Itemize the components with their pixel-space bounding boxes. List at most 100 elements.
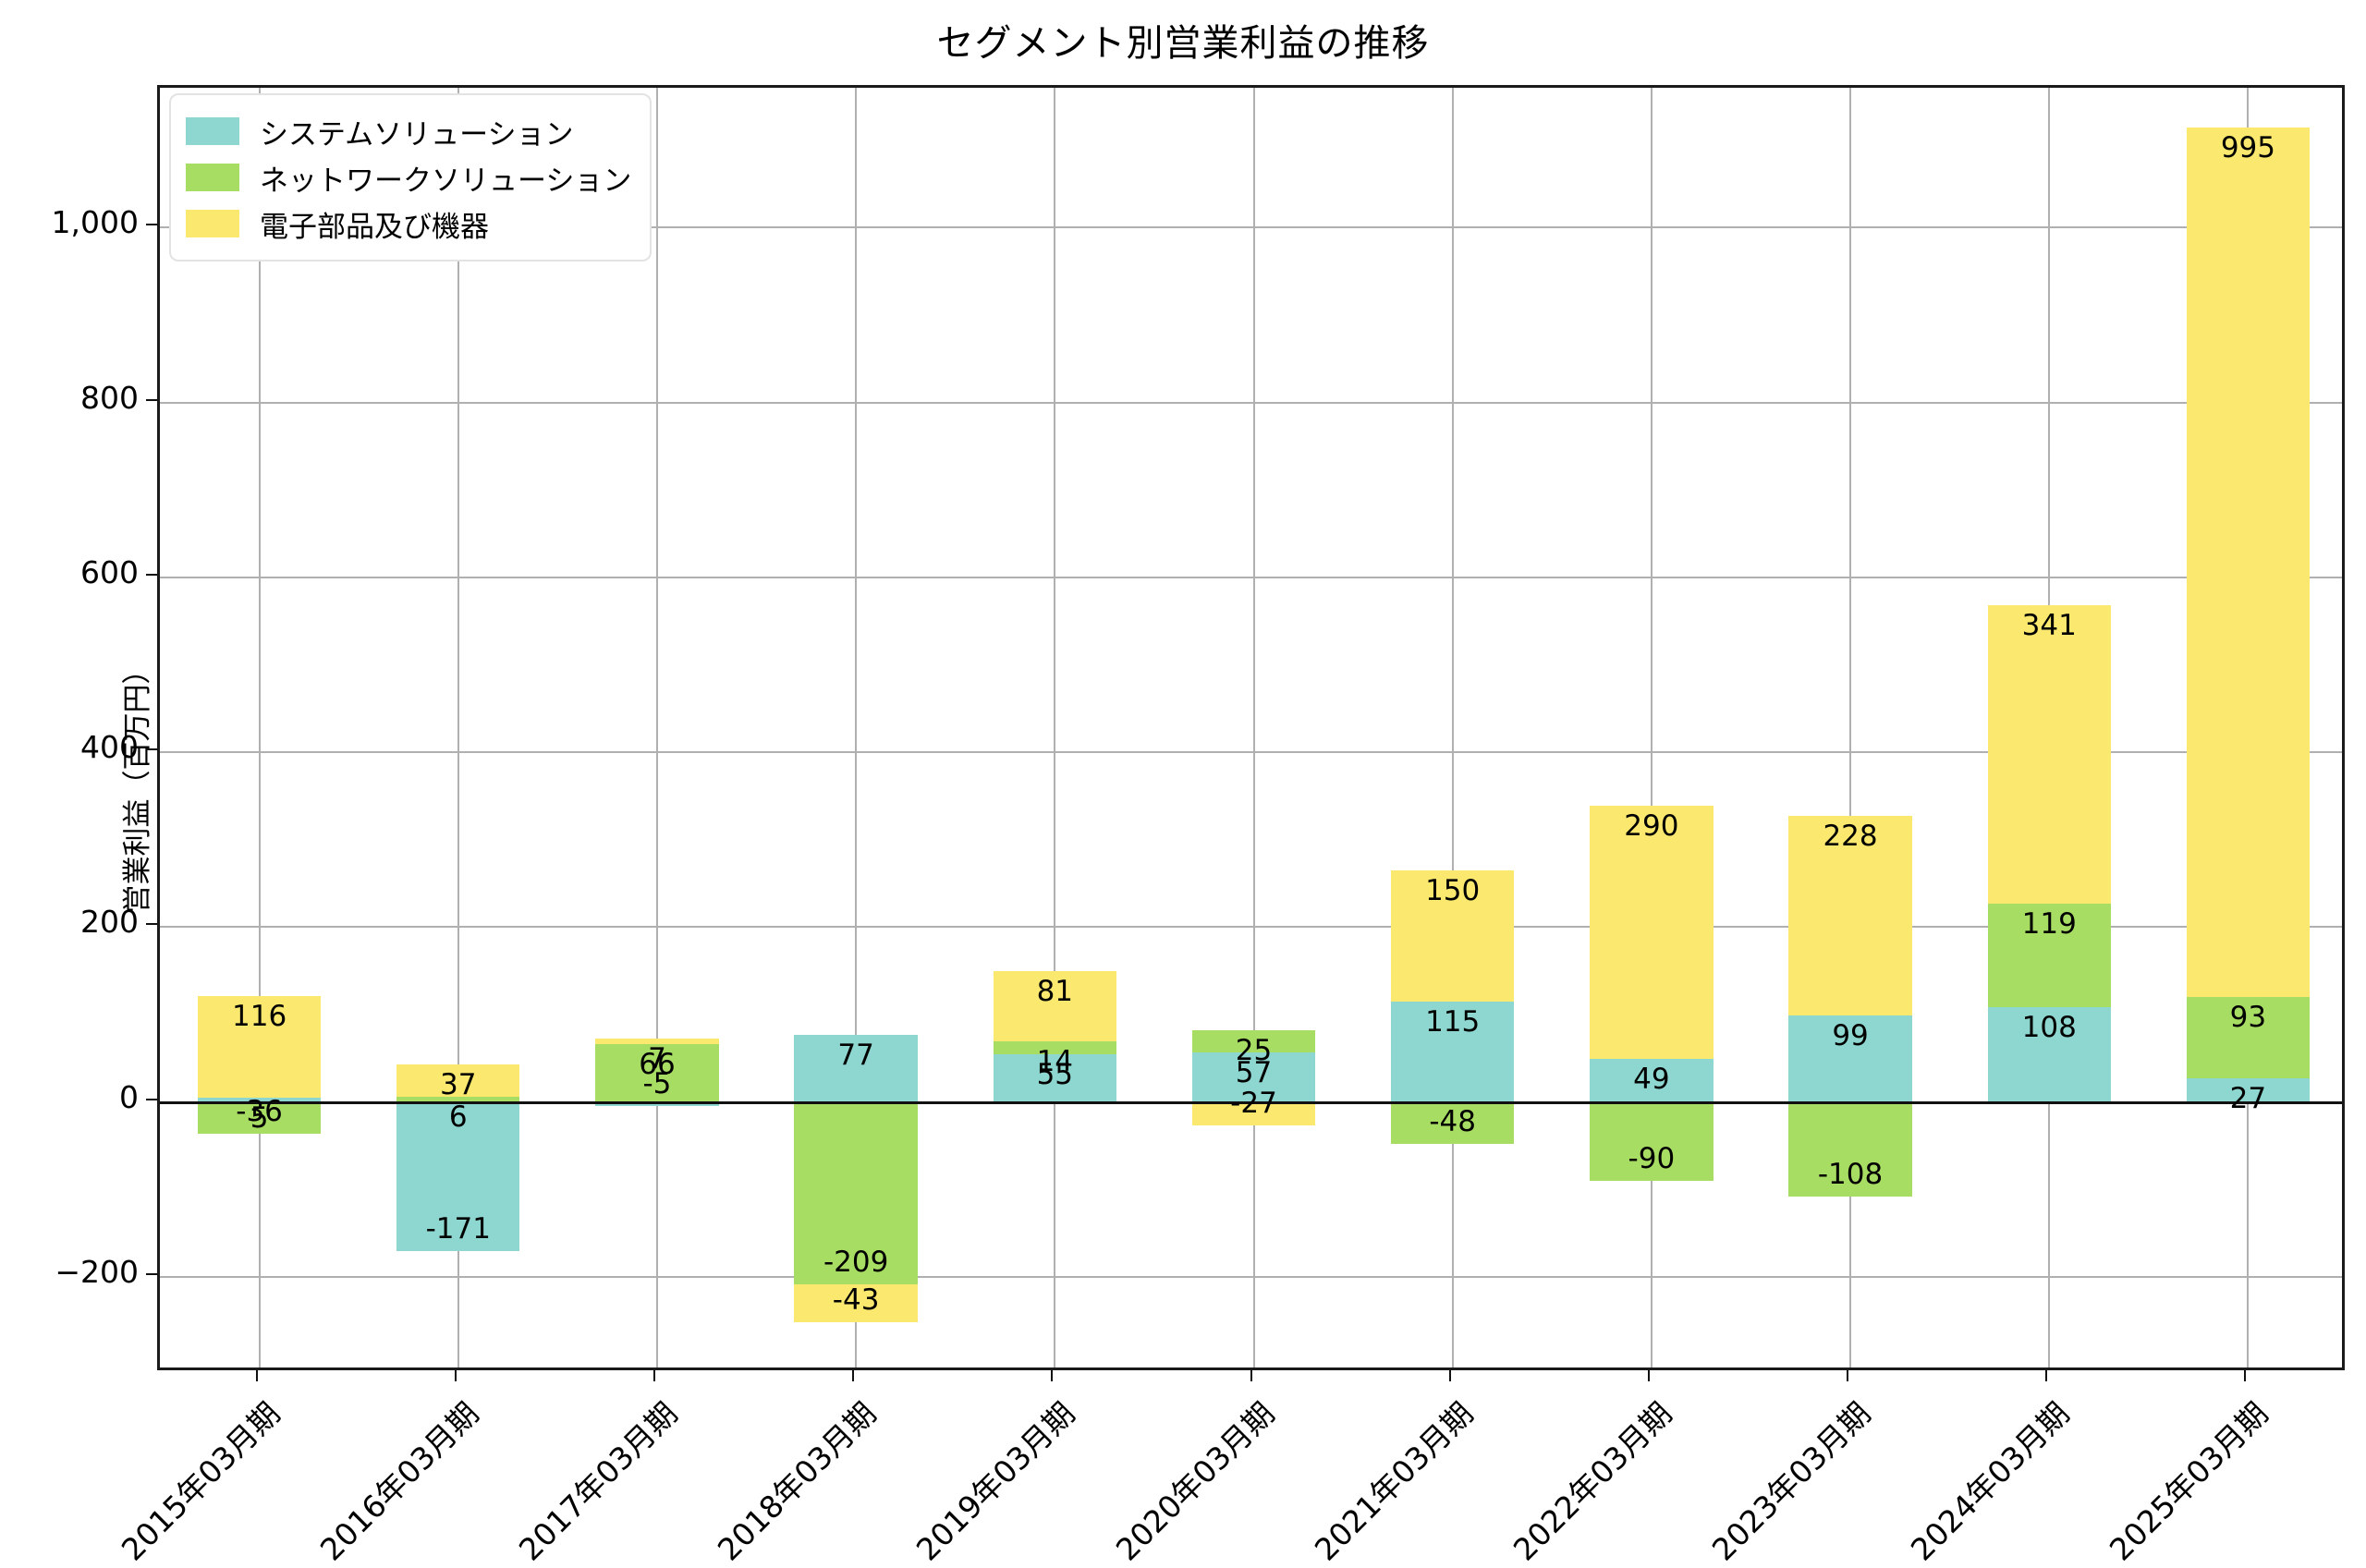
gridline-vertical — [1252, 88, 1255, 1367]
x-tick-mark — [1250, 1370, 1252, 1381]
bar-segment[interactable] — [197, 1101, 322, 1134]
bar-segment[interactable] — [1191, 1101, 1316, 1126]
bar-segment[interactable] — [993, 970, 1117, 1042]
bar-segment[interactable] — [1788, 1101, 1912, 1197]
x-tick-mark — [1448, 1370, 1451, 1381]
legend-item[interactable]: ネットワークソリューション — [186, 154, 631, 201]
x-tick-mark — [2045, 1370, 2048, 1381]
y-tick-label: 0 — [119, 1078, 139, 1115]
bar-segment[interactable] — [595, 1101, 719, 1107]
x-tick-mark — [454, 1370, 457, 1381]
x-tick-label: 2023年03月期 — [1704, 1394, 1878, 1568]
bar-segment[interactable] — [396, 1101, 520, 1252]
y-tick-label: 1,000 — [51, 204, 139, 241]
x-tick-label: 2021年03月期 — [1307, 1394, 1481, 1568]
legend-label: 電子部品及び機器 — [260, 210, 489, 244]
y-tick-mark — [146, 573, 157, 576]
y-tick-mark — [146, 224, 157, 226]
gridline-vertical — [1849, 88, 1852, 1367]
bar-segment[interactable] — [2186, 997, 2311, 1079]
x-tick-mark — [255, 1370, 258, 1381]
bar-segment[interactable] — [1390, 1101, 1515, 1145]
plot-area: 5 -36 116 -171 6 37 -5 66 7 77 -209 -43 55 14 81 57 25 -2… — [157, 85, 2345, 1370]
y-tick-mark — [146, 748, 157, 751]
gridline-horizontal — [160, 226, 2342, 229]
bar-segment[interactable] — [197, 996, 322, 1098]
bar-segment[interactable] — [1590, 1101, 1714, 1181]
bar-segment[interactable] — [1590, 1059, 1714, 1102]
gridline-horizontal — [160, 576, 2342, 578]
legend-label: ネットワークソリューション — [260, 164, 632, 198]
y-tick-mark — [146, 398, 157, 401]
bar-segment[interactable] — [794, 1284, 918, 1323]
y-tick-mark — [146, 1272, 157, 1275]
x-tick-label: 2019年03月期 — [909, 1394, 1082, 1568]
legend-label: システムソリューション — [260, 117, 574, 152]
y-tick-label: 800 — [80, 379, 139, 416]
x-tick-label: 2022年03月期 — [1506, 1394, 1679, 1568]
gridline-horizontal — [160, 401, 2342, 404]
bar-segment[interactable] — [197, 1097, 322, 1102]
legend-swatch-icon — [186, 117, 239, 145]
bar-segment[interactable] — [993, 1053, 1117, 1102]
gridline-vertical — [1054, 88, 1056, 1367]
bar-segment[interactable] — [1191, 1030, 1316, 1052]
gridline-horizontal — [160, 1275, 2342, 1278]
gridline-vertical — [1650, 88, 1653, 1367]
bar-segment[interactable] — [1788, 816, 1912, 1015]
gridline-horizontal — [160, 751, 2342, 754]
bar-segment[interactable] — [595, 1038, 719, 1045]
legend-swatch-icon — [186, 164, 239, 191]
x-tick-label: 2016年03月期 — [312, 1394, 486, 1568]
gridline-vertical — [655, 88, 658, 1367]
bar-segment[interactable] — [2186, 127, 2311, 998]
gridline-vertical — [457, 88, 459, 1367]
bar-segment[interactable] — [2186, 1078, 2311, 1102]
bar-segment[interactable] — [1191, 1051, 1316, 1102]
x-tick-mark — [1647, 1370, 1650, 1381]
page-title: セグメント別営業利益の推移 — [936, 22, 1430, 65]
x-tick-label: 2015年03月期 — [114, 1394, 287, 1568]
bar-segment[interactable] — [396, 1064, 520, 1097]
x-tick-mark — [652, 1370, 655, 1381]
legend-item[interactable]: システムソリューション — [186, 108, 631, 154]
bar-segment[interactable] — [993, 1041, 1117, 1054]
y-tick-label: 400 — [80, 729, 139, 766]
chart-legend: システムソリューションネットワークソリューション 電子部品及び機器 — [169, 93, 652, 261]
bar-segment[interactable] — [1987, 605, 2111, 904]
bar-segment[interactable] — [794, 1101, 918, 1285]
x-tick-label: 2025年03月期 — [2103, 1394, 2275, 1568]
y-tick-label: 600 — [80, 553, 139, 590]
x-tick-label: 2018年03月期 — [710, 1394, 884, 1568]
gridline-vertical — [258, 88, 261, 1367]
x-tick-mark — [1847, 1370, 1849, 1381]
x-tick-label: 2024年03月期 — [1904, 1394, 2077, 1568]
gridline-vertical — [1451, 88, 1454, 1367]
legend-swatch-icon — [186, 210, 239, 237]
bar-segment[interactable] — [794, 1034, 918, 1102]
bar-segment[interactable] — [595, 1044, 719, 1102]
legend-item[interactable]: 電子部品及び機器 — [186, 201, 631, 247]
gridline-vertical — [855, 88, 858, 1367]
x-tick-mark — [2244, 1370, 2247, 1381]
gridline-horizontal — [160, 926, 2342, 929]
x-tick-mark — [1051, 1370, 1054, 1381]
bar-segment[interactable] — [1390, 869, 1515, 1002]
y-tick-mark — [146, 923, 157, 926]
bar-segment[interactable] — [1590, 805, 1714, 1060]
bar-segment[interactable] — [1390, 1001, 1515, 1102]
y-axis-label: 営業利益（百万円） — [121, 655, 154, 913]
x-tick-label: 2017年03月期 — [511, 1394, 685, 1568]
bar-segment[interactable] — [1987, 903, 2111, 1008]
y-tick-mark — [146, 1098, 157, 1100]
y-tick-label: 200 — [80, 904, 139, 941]
bar-segment[interactable] — [396, 1096, 520, 1102]
plot-inner: 5 -36 116 -171 6 37 -5 66 7 77 -209 -43 55 14 81 57 25 -2… — [160, 88, 2342, 1367]
bar-segment[interactable] — [1987, 1007, 2111, 1102]
zero-baseline — [160, 1100, 2342, 1104]
y-tick-label: −200 — [55, 1253, 139, 1290]
x-tick-mark — [852, 1370, 855, 1381]
x-tick-label: 2020年03月期 — [1108, 1394, 1282, 1568]
bar-segment[interactable] — [1788, 1015, 1912, 1102]
